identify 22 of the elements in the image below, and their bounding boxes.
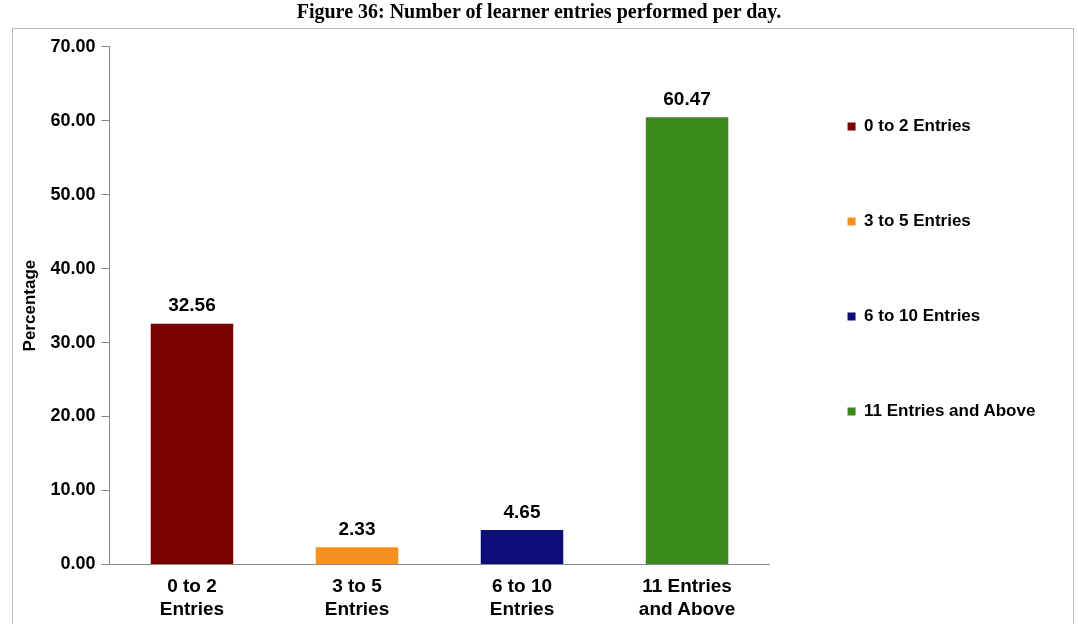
y-tick-label: 20.00 bbox=[50, 405, 96, 426]
data-label: 32.56 bbox=[168, 294, 216, 316]
x-tick-label: 3 to 5 Entries bbox=[324, 575, 390, 619]
legend-label: 0 to 2 Entries bbox=[864, 116, 971, 136]
x-tick-label: 0 to 2 Entries bbox=[159, 575, 225, 619]
legend-label: 6 to 10 Entries bbox=[864, 306, 981, 326]
data-label: 4.65 bbox=[503, 500, 541, 522]
y-tick-label: 60.00 bbox=[50, 109, 96, 130]
y-axis-title: Percentage bbox=[19, 259, 39, 352]
data-label: 2.33 bbox=[338, 517, 376, 539]
y-tick-label: 50.00 bbox=[50, 183, 96, 204]
chart-title: Figure 36: Number of learner entries performed per day. bbox=[295, 0, 783, 23]
legend-label: 3 to 5 Entries bbox=[864, 211, 971, 231]
data-label: 60.47 bbox=[663, 88, 711, 109]
y-tick-label: 40.00 bbox=[50, 257, 96, 278]
x-tick-label: 6 to 10 Entries bbox=[489, 575, 555, 619]
y-tick-label: 10.00 bbox=[50, 479, 96, 500]
x-tick-label: 11 Entries and Above bbox=[638, 575, 736, 619]
y-tick-label: 0.00 bbox=[60, 553, 96, 574]
legend-label: 11 Entries and Above bbox=[864, 401, 1036, 421]
y-tick-label: 30.00 bbox=[50, 331, 96, 352]
y-tick-label: 70.00 bbox=[50, 35, 96, 56]
